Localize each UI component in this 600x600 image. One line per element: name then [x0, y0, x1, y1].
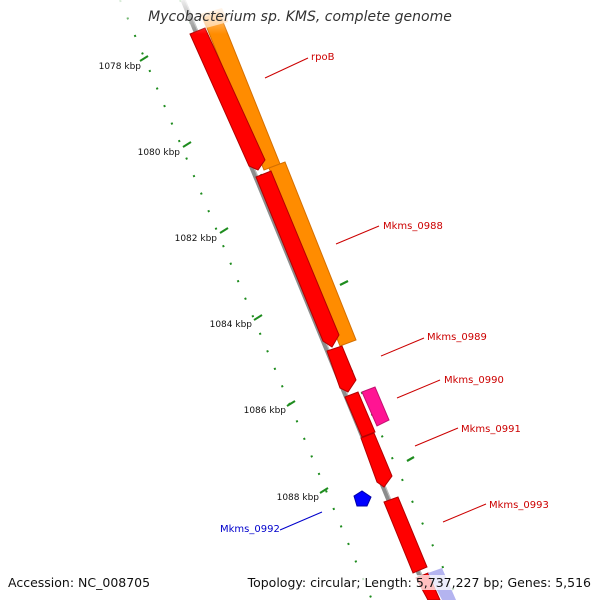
top-fade — [0, 0, 600, 34]
gene-label[interactable]: Mkms_0991 — [461, 424, 521, 435]
genome-summary: Topology: circular; Length: 5,737,227 bp… — [247, 575, 591, 590]
scale-label: 1078 kbp — [99, 62, 142, 72]
outer-tick — [406, 456, 415, 462]
genes-label: Genes: — [507, 575, 552, 590]
scale-tick — [219, 227, 229, 234]
leader-rpoB — [264, 57, 309, 79]
genes-value: 5,516 — [555, 575, 591, 590]
topology-label: Topology: — [247, 575, 307, 590]
scale-tick — [139, 55, 149, 62]
scale-tick — [286, 400, 296, 407]
gene-Mkms_0991[interactable] — [360, 432, 393, 488]
leader-Mkms_0993 — [442, 503, 487, 523]
gene-Mkms_0992[interactable] — [353, 490, 372, 507]
scale-label: 1080 kbp — [138, 148, 181, 158]
scale-tick — [182, 141, 192, 148]
length-value: 5,737,227 bp — [415, 575, 500, 590]
gene-label[interactable]: Mkms_0992 — [220, 524, 280, 535]
gene-Mkms_0993[interactable] — [383, 496, 428, 574]
leader-Mkms_0988 — [335, 225, 380, 245]
leader-Mkms_0991 — [414, 427, 459, 447]
accession-value: NC_008705 — [78, 575, 151, 590]
gene-Mkms_0990[interactable] — [361, 386, 390, 427]
scale-label: 1086 kbp — [244, 406, 287, 416]
gene-Mkms_0989[interactable] — [255, 170, 340, 348]
gene-label[interactable]: Mkms_0993 — [489, 500, 549, 511]
gene-label[interactable]: Mkms_0988 — [383, 221, 443, 232]
scale-ticks — [139, 55, 329, 494]
scale-label: 1088 kbp — [277, 493, 320, 503]
genome-title: Mycobacterium sp. KMS, complete genome — [148, 9, 452, 25]
leader-Mkms_0989 — [380, 337, 425, 357]
leader-Mkms_0992 — [279, 511, 323, 531]
gene-Mkms_0990b[interactable] — [344, 391, 376, 438]
scale-label: 1084 kbp — [210, 320, 253, 330]
gene-Mkms_0989b[interactable] — [326, 345, 357, 393]
scale-tick — [319, 487, 329, 494]
gene-label[interactable]: Mkms_0989 — [427, 332, 487, 343]
topology-value: circular — [310, 575, 357, 590]
gene-label[interactable]: rpoB — [311, 52, 335, 63]
length-label: Length: — [364, 575, 412, 590]
scale-tick — [253, 314, 263, 321]
outer-tick — [339, 280, 349, 286]
accession-info: Accession: NC_008705 — [8, 575, 151, 590]
scale-label: 1082 kbp — [175, 234, 218, 244]
accession-label: Accession: — [8, 575, 75, 590]
leader-Mkms_0990 — [396, 379, 441, 399]
gene-label[interactable]: Mkms_0990 — [444, 375, 504, 386]
